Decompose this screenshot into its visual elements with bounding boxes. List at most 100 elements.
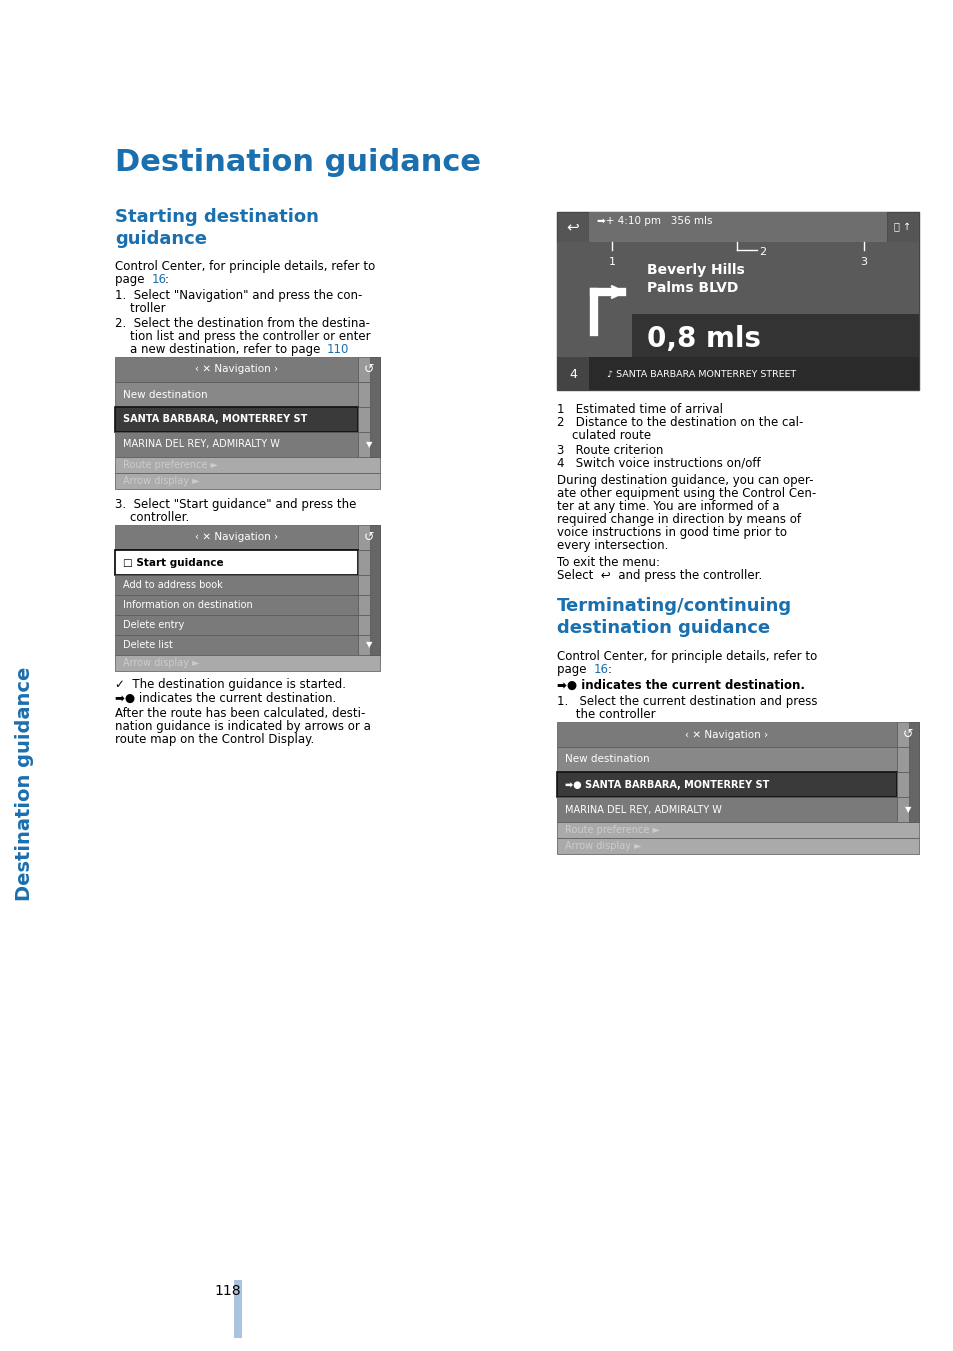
Text: 1.   Select the current destination and press: 1. Select the current destination and pr… [557, 694, 817, 708]
Bar [557, 242, 631, 357]
Text: □ Start guidance: □ Start guidance [123, 558, 223, 567]
Text: 2.  Select the destination from the destina-: 2. Select the destination from the desti… [115, 317, 370, 330]
Text: Arrow display ►: Arrow display ► [123, 476, 199, 486]
Text: Delete list: Delete list [123, 640, 172, 650]
Text: 16: 16 [594, 663, 608, 676]
Text: :: : [607, 663, 612, 676]
Bar [908, 721, 918, 821]
Text: ‹ ✕ Navigation ›: ‹ ✕ Navigation › [194, 532, 277, 543]
Text: every intersection.: every intersection. [557, 539, 668, 553]
Text: New destination: New destination [123, 389, 208, 400]
Text: To exit the menu:: To exit the menu: [557, 557, 659, 569]
Text: 4   Switch voice instructions on/off: 4 Switch voice instructions on/off [557, 457, 760, 470]
Bar [357, 382, 379, 407]
Text: SANTA BARBARA, MONTERREY ST: SANTA BARBARA, MONTERREY ST [123, 415, 307, 424]
Bar [357, 615, 379, 635]
Text: ‹ ✕ Navigation ›: ‹ ✕ Navigation › [684, 730, 768, 739]
Bar [357, 635, 379, 655]
Bar [370, 526, 379, 655]
Text: :: : [165, 273, 169, 286]
Text: 110: 110 [327, 343, 349, 357]
Text: ter at any time. You are informed of a: ter at any time. You are informed of a [557, 500, 779, 513]
Bar [557, 747, 896, 771]
Bar [115, 382, 357, 407]
Text: route map on the Control Display.: route map on the Control Display. [115, 734, 314, 746]
Text: Arrow display ►: Arrow display ► [123, 658, 199, 667]
Text: Information on destination: Information on destination [123, 600, 253, 611]
Bar [357, 576, 379, 594]
Text: Delete entry: Delete entry [123, 620, 184, 630]
Text: culated route: culated route [557, 430, 651, 442]
Text: ➡+ 4:10 pm   356 mls: ➡+ 4:10 pm 356 mls [597, 216, 712, 226]
Bar [557, 721, 896, 747]
Bar [896, 771, 918, 797]
Text: Destination guidance: Destination guidance [15, 666, 34, 901]
Text: ➡● indicates the current destination.: ➡● indicates the current destination. [557, 680, 804, 692]
Bar [557, 212, 918, 390]
Text: 1: 1 [608, 257, 615, 267]
Text: page: page [557, 663, 590, 676]
Text: During destination guidance, you can oper-: During destination guidance, you can ope… [557, 474, 813, 486]
Text: ✓  The destination guidance is started.: ✓ The destination guidance is started. [115, 678, 346, 690]
Bar [357, 432, 379, 457]
Bar [115, 407, 357, 432]
Text: New destination: New destination [564, 754, 649, 765]
Text: ➡● indicates the current destination.: ➡● indicates the current destination. [115, 692, 335, 705]
Bar [115, 635, 357, 655]
Text: ♪ SANTA BARBARA MONTERREY STREET: ♪ SANTA BARBARA MONTERREY STREET [606, 370, 796, 378]
Text: Beverly Hills: Beverly Hills [646, 263, 744, 277]
Bar [115, 457, 379, 473]
Text: Route preference ►: Route preference ► [123, 459, 218, 470]
Text: Add to address book: Add to address book [123, 580, 222, 590]
Bar [115, 550, 357, 576]
Bar [896, 721, 918, 747]
Bar [557, 212, 588, 242]
Text: 2: 2 [759, 247, 765, 257]
Bar [357, 594, 379, 615]
Text: 2   Distance to the destination on the cal-: 2 Distance to the destination on the cal… [557, 416, 802, 430]
Bar [115, 473, 379, 489]
Bar [357, 407, 379, 432]
Text: Control Center, for principle details, refer to: Control Center, for principle details, r… [557, 650, 817, 663]
Text: nation guidance is indicated by arrows or a: nation guidance is indicated by arrows o… [115, 720, 371, 734]
Bar [557, 838, 918, 854]
Text: ▼: ▼ [365, 640, 372, 650]
Bar [557, 357, 588, 390]
Text: Terminating/continuing
destination guidance: Terminating/continuing destination guida… [557, 597, 791, 638]
Text: ‹ ✕ Navigation ›: ‹ ✕ Navigation › [194, 365, 277, 374]
Bar [115, 432, 357, 457]
Text: 16: 16 [152, 273, 167, 286]
Text: the controller: the controller [557, 708, 655, 721]
Text: ↺: ↺ [363, 363, 374, 376]
Text: ⏰ ↑: ⏰ ↑ [894, 222, 911, 232]
Text: Control Center, for principle details, refer to: Control Center, for principle details, r… [115, 259, 375, 273]
Text: After the route has been calculated, desti-: After the route has been calculated, des… [115, 707, 365, 720]
Text: 3   Route criterion: 3 Route criterion [557, 444, 662, 457]
Bar [357, 526, 379, 550]
Text: tion list and press the controller or enter: tion list and press the controller or en… [115, 330, 370, 343]
Text: Destination guidance: Destination guidance [115, 149, 480, 177]
Text: controller.: controller. [115, 511, 189, 524]
Text: ate other equipment using the Control Cen-: ate other equipment using the Control Ce… [557, 486, 816, 500]
Bar [115, 357, 357, 382]
Bar [896, 747, 918, 771]
Bar [233, 1279, 242, 1337]
Text: ↩: ↩ [566, 219, 578, 235]
Bar [588, 357, 918, 390]
Bar [886, 212, 918, 242]
Bar [557, 797, 896, 821]
Text: Palms BLVD: Palms BLVD [646, 281, 738, 295]
Bar [115, 594, 357, 615]
Text: required change in direction by means of: required change in direction by means of [557, 513, 801, 526]
Text: 118: 118 [214, 1283, 241, 1298]
Text: ↺: ↺ [363, 531, 374, 544]
Text: MARINA DEL REY, ADMIRALTY W: MARINA DEL REY, ADMIRALTY W [123, 439, 279, 450]
Text: a new destination, refer to page: a new destination, refer to page [115, 343, 324, 357]
Text: Starting destination
guidance: Starting destination guidance [115, 208, 318, 249]
Text: Route preference ►: Route preference ► [564, 825, 659, 835]
Bar [896, 797, 918, 821]
Text: 3: 3 [860, 257, 866, 267]
Bar [115, 576, 357, 594]
Text: ↺: ↺ [902, 728, 912, 740]
Text: ▼: ▼ [903, 805, 910, 815]
